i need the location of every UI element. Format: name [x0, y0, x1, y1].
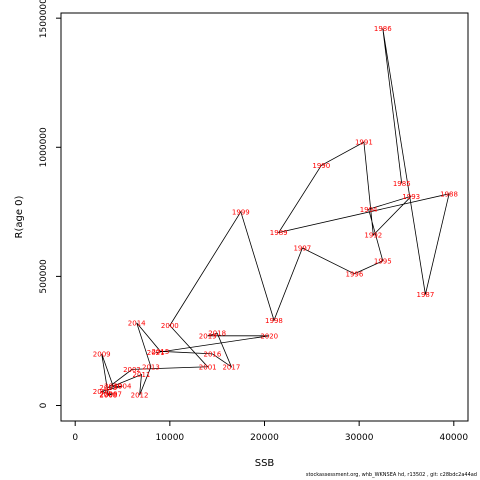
year-label-2017: 2017 — [222, 363, 240, 371]
x-axis-title: SSB — [255, 458, 275, 469]
y-axis-title: R(age 0) — [14, 195, 25, 238]
year-label-2003: 2003 — [99, 384, 117, 392]
year-label-1991: 1991 — [355, 139, 373, 147]
year-label-1990: 1990 — [312, 162, 330, 170]
year-label-1999: 1999 — [232, 208, 250, 216]
year-label-1987: 1987 — [416, 291, 434, 299]
year-label-1996: 1996 — [346, 270, 364, 278]
year-label-1997: 1997 — [293, 244, 311, 252]
x-tick-label: 0 — [72, 433, 78, 443]
year-label-2004: 2004 — [114, 383, 132, 391]
year-label-2005: 2005 — [93, 388, 111, 396]
year-label-2016: 2016 — [204, 350, 222, 358]
year-label-2010: 2010 — [104, 383, 122, 391]
year-label-2013: 2013 — [142, 363, 160, 371]
year-label-2008: 2008 — [99, 392, 117, 400]
year-label-1995: 1995 — [374, 257, 392, 265]
year-label-1985: 1985 — [393, 180, 411, 188]
year-label-2011: 2011 — [133, 371, 151, 379]
year-label-2009: 2009 — [93, 350, 111, 358]
year-label-1992: 1992 — [364, 232, 382, 240]
x-tick-label: 40000 — [439, 433, 468, 443]
y-tick-label: 0 — [39, 402, 49, 408]
year-label-1998: 1998 — [265, 317, 283, 325]
year-label-2014: 2014 — [128, 319, 146, 327]
year-label-2002: 2002 — [123, 366, 141, 374]
x-axis: 0 10000 20000 30000 40000 — [72, 421, 468, 443]
footer-credit: stockassessment.org, whb_WKNSEA hd, r135… — [305, 472, 477, 478]
year-label-2019: 2019 — [199, 332, 217, 340]
year-label-2000: 2000 — [161, 322, 179, 330]
year-label-2006: 2006 — [99, 390, 117, 398]
year-label-1993: 1993 — [402, 193, 420, 201]
y-axis: 0 500000 1000000 1500000 — [39, 0, 61, 408]
year-label-2007: 2007 — [104, 390, 122, 398]
year-label-1994: 1994 — [360, 206, 378, 214]
x-tick-label: 20000 — [250, 433, 279, 443]
year-label-2012: 2012 — [131, 392, 149, 400]
x-tick-label: 10000 — [156, 433, 185, 443]
year-label-2015: 2015 — [151, 348, 169, 356]
y-tick-label: 1000000 — [39, 127, 49, 167]
year-label-2021: 2021 — [147, 349, 165, 357]
year-label-1986: 1986 — [374, 25, 392, 33]
x-tick-label: 30000 — [345, 433, 374, 443]
year-label-2018: 2018 — [208, 330, 226, 338]
year-label-2001: 2001 — [199, 363, 217, 371]
year-labels: 1985 1986 1987 1988 1989 1990 1991 1992 1993 1994… — [93, 25, 458, 400]
y-tick-label: 1500000 — [39, 0, 49, 38]
year-label-1989: 1989 — [270, 229, 288, 237]
plot-frame — [60, 12, 469, 422]
recruitment-series-line — [100, 28, 450, 396]
year-label-1988: 1988 — [440, 190, 458, 198]
year-label-2020: 2020 — [260, 332, 278, 340]
y-tick-label: 500000 — [39, 259, 49, 294]
